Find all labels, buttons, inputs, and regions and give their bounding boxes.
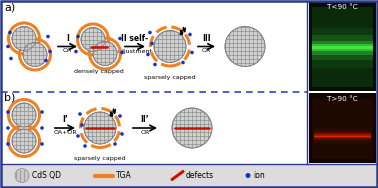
Text: T<90 °C: T<90 °C	[327, 4, 358, 10]
Text: II self-: II self-	[121, 34, 149, 43]
Circle shape	[120, 51, 124, 54]
Bar	[312, 7, 373, 87]
Bar	[312, 46, 373, 49]
Bar	[314, 134, 371, 138]
Text: II’: II’	[141, 115, 149, 124]
Text: OA: OA	[63, 49, 72, 54]
Circle shape	[83, 144, 87, 148]
Circle shape	[40, 142, 44, 146]
Circle shape	[150, 42, 154, 45]
Circle shape	[113, 142, 117, 146]
Bar	[312, 41, 373, 55]
Bar	[309, 1, 376, 91]
Circle shape	[181, 61, 185, 64]
Text: adjustment: adjustment	[117, 49, 153, 54]
Circle shape	[81, 27, 105, 52]
Bar	[314, 136, 371, 137]
Text: I’: I’	[62, 115, 68, 124]
Circle shape	[245, 173, 251, 178]
Bar	[312, 44, 373, 51]
Circle shape	[6, 45, 10, 48]
Bar	[312, 35, 373, 60]
Circle shape	[93, 42, 117, 65]
Circle shape	[40, 126, 44, 130]
Circle shape	[153, 63, 157, 66]
Circle shape	[12, 103, 36, 127]
Text: CdS QD: CdS QD	[32, 171, 61, 180]
Text: a): a)	[4, 2, 15, 12]
Circle shape	[23, 42, 47, 67]
Bar	[312, 28, 373, 68]
Circle shape	[12, 27, 36, 51]
Text: TGA: TGA	[116, 171, 132, 180]
Circle shape	[12, 129, 36, 153]
Circle shape	[8, 31, 12, 34]
Circle shape	[6, 126, 10, 130]
Text: b): b)	[4, 93, 15, 103]
Circle shape	[9, 57, 13, 60]
Circle shape	[44, 59, 48, 62]
Text: sparsely capped: sparsely capped	[144, 74, 196, 80]
Circle shape	[76, 134, 80, 138]
Text: I: I	[66, 34, 69, 43]
Circle shape	[74, 50, 78, 53]
Text: ion: ion	[253, 171, 265, 180]
Circle shape	[188, 33, 192, 36]
Circle shape	[172, 108, 212, 148]
Circle shape	[78, 112, 82, 116]
Bar	[1, 164, 377, 187]
Text: OR: OR	[140, 130, 150, 135]
Bar	[314, 129, 371, 143]
Circle shape	[84, 112, 116, 144]
Circle shape	[118, 37, 122, 40]
Bar	[312, 99, 373, 159]
Circle shape	[46, 35, 50, 38]
Text: OR: OR	[202, 49, 211, 54]
Text: defects: defects	[186, 171, 214, 180]
Circle shape	[76, 35, 80, 38]
Circle shape	[6, 142, 10, 146]
Bar	[314, 132, 371, 140]
Text: densely capped: densely capped	[74, 68, 124, 74]
Circle shape	[148, 31, 152, 34]
Circle shape	[120, 132, 124, 136]
Circle shape	[48, 50, 52, 53]
Circle shape	[15, 168, 29, 183]
Circle shape	[225, 27, 265, 67]
Circle shape	[118, 114, 122, 118]
Text: T>90 °C: T>90 °C	[327, 96, 358, 102]
Circle shape	[80, 123, 84, 127]
Circle shape	[40, 110, 44, 114]
Circle shape	[6, 110, 10, 114]
Text: sparsely capped: sparsely capped	[74, 156, 126, 161]
Circle shape	[146, 53, 150, 56]
Circle shape	[190, 51, 194, 54]
Text: OA+OR: OA+OR	[53, 130, 77, 135]
Text: III: III	[202, 34, 211, 43]
Circle shape	[154, 30, 186, 62]
Bar	[309, 93, 376, 163]
